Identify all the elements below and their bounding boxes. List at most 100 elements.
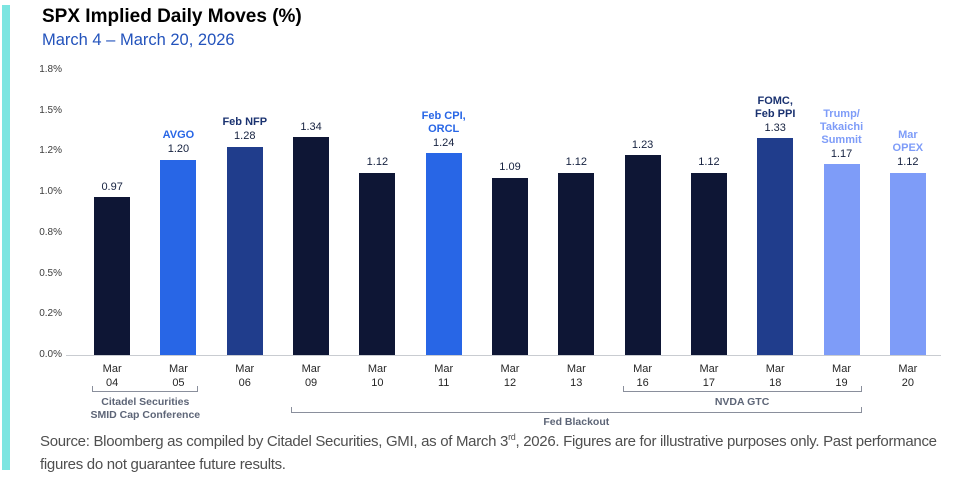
y-tick-label: 0.2% [39,308,62,320]
bar-annotation: ORCL [428,122,460,135]
y-tick-label: 1.5% [39,104,62,116]
x-tick-line: Mar [168,363,188,375]
bar-value-label: 1.12 [565,156,587,169]
bar-label-stack: 1.12 [661,155,757,169]
bar-mar-09 [293,136,330,355]
x-tick-line: Mar [301,363,321,375]
x-tick-line: 12 [503,377,517,390]
bar-label-stack: Feb CPI, ORCL 1.24 [396,110,492,150]
bar-mar-17 [690,172,727,355]
x-tick-line: 17 [702,377,716,390]
bar-annotation: Mar [898,129,918,142]
bar-annotation: Feb PPI [755,108,796,121]
bar-mar-13 [558,172,595,355]
x-tick-label: Mar 10 [344,362,410,391]
chart-title: SPX Implied Daily Moves (%) [42,6,302,27]
bar-mar-20 [889,172,926,355]
bar-annotation: Takaichi [819,121,864,134]
bar-annotation: Feb CPI, [421,109,466,122]
bar-value-label: 1.12 [366,156,389,169]
bar-value-label: 1.34 [300,120,322,133]
bar-label-stack: Feb NFP 1.28 [197,116,293,143]
x-tick-line: Mar [898,363,918,375]
x-tick-label: Mar 13 [543,362,609,391]
bar-mar-12 [492,177,528,355]
y-tick-label: 1.0% [39,186,62,198]
bar-mar-19 [823,164,860,355]
bar-value-label: 1.28 [234,130,256,143]
group-bracket-label: Citadel Securities SMID Cap Conference [90,396,201,422]
x-tick-line: Mar [434,363,454,375]
bar-label-stack: FOMC, Feb PPI 1.33 [727,95,823,135]
x-tick-line: Mar [500,363,520,375]
bar-value-label: 1.12 [897,156,919,169]
group-bracket [92,386,199,392]
bar-label-stack: 1.12 [329,155,425,169]
accent-stripe [2,5,10,470]
source-text-before: Source: Bloomberg as compiled by Citadel… [40,433,509,450]
x-tick-line: Mar [633,363,653,375]
y-tick-label: 0.0% [39,349,62,360]
y-tick-label: 1.8% [39,64,62,75]
bar-label-stack: Trump/Takaichi Summit 1.17 [794,108,890,161]
x-tick-line: 11 [437,377,450,390]
x-tick-line: 19 [835,377,848,390]
bar-mar-06 [226,146,263,355]
source-note: Source: Bloomberg as compiled by Citadel… [40,431,946,476]
y-tick-label: 1.2% [39,145,62,157]
x-tick-label: Mar 20 [875,362,941,391]
bar-mar-04 [94,197,131,355]
bar-label-stack: 1.09 [462,160,558,174]
bar-value-label: 1.33 [764,122,786,135]
group-bracket [622,386,862,392]
bar-annotation: Trump/ [823,108,860,121]
bar-label-stack: 1.34 [263,120,359,134]
x-tick-label: Mar 06 [212,362,278,391]
x-tick-label: Mar 04 [79,362,145,391]
bar-value-label: 1.09 [499,161,521,174]
bar-mar-10 [359,172,396,355]
bar-annotation: AVGO [162,129,195,142]
x-tick-line: 04 [106,377,119,390]
bar-value-label: 1.17 [830,148,853,161]
bar-label-stack: Mar OPEX 1.12 [860,129,955,169]
x-tick-line: 05 [172,377,185,390]
bar-annotation: FOMC, [757,95,793,108]
x-tick-label: Mar 05 [145,362,211,391]
plot-area: 0.97 AVGO 1.20 Feb NFP 1.28 1.34 1.12 Feb CPI, O… [79,70,941,355]
x-tick-label: Mar 17 [676,362,742,391]
x-tick-line: 20 [901,377,914,390]
y-tick-label: 0.5% [39,267,62,279]
bar-value-label: 1.20 [167,143,190,156]
group-bracket [291,407,862,413]
y-tick-label: 0.8% [39,226,62,238]
bar-value-label: 1.12 [698,156,720,169]
bar-annotation: Summit [821,134,862,147]
x-tick-line: Mar [367,363,387,375]
x-tick-line: Mar [566,363,586,375]
x-tick-line: Mar [765,363,785,375]
bar-label-stack: 1.23 [595,138,691,152]
bar-label-stack: 1.12 [528,155,624,169]
group-bracket-label: Fed Blackout [543,416,610,428]
x-tick-label: Mar 16 [609,362,675,391]
x-tick-line: Mar [235,363,255,375]
bar-mar-05 [160,159,197,355]
bar-mar-16 [624,154,661,355]
source-ordinal-suffix: rd [508,432,516,442]
x-tick-line: Mar [699,363,719,375]
bar-label-stack: AVGO 1.20 [130,129,226,156]
group-bracket-label: NVDA GTC [714,396,770,408]
x-tick-line: Mar [832,363,851,375]
x-tick-label: Mar 18 [742,362,808,391]
x-tick-label: Mar 19 [808,362,874,391]
x-tick-line: 10 [371,377,384,390]
x-tick-line: Mar [102,363,122,375]
x-tick-line: 09 [304,377,318,390]
chart-subtitle: March 4 – March 20, 2026 [42,31,235,49]
bar-annotation: OPEX [892,142,924,155]
x-tick-line: 06 [238,377,251,390]
bar-annotation: Feb NFP [222,116,268,129]
x-tick-label: Mar 12 [477,362,543,391]
bar-mar-18 [757,138,794,355]
